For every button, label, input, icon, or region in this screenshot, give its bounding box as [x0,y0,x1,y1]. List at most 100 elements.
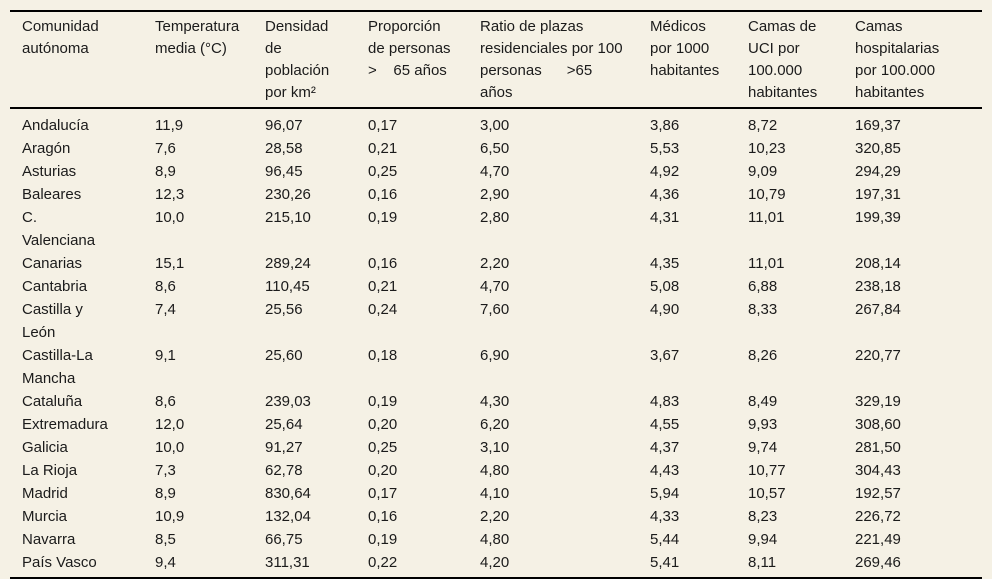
table-row: Castilla-La Mancha 9,1 25,60 0,18 6,90 3,67 8,… [10,344,982,390]
cell-camas-uci: 8,33 [748,301,778,318]
column-header-ratio-plazas-residenciales: Ratio de plazas residenciales por 100 pe… [468,11,638,109]
cell-comunidad-autonoma: Andalucía [22,117,89,134]
cell-camas-uci: 9,94 [748,531,778,548]
cell-proporcion-mayores-65: 0,21 [368,278,398,295]
cell-temperatura-media: 11,9 [155,117,184,134]
cell-medicos-por-1000: 4,90 [650,301,680,318]
cell-medicos-por-1000: 5,94 [650,485,680,502]
cell-camas-uci: 9,93 [748,416,778,433]
cell-densidad-poblacion: 25,60 [265,347,303,364]
cell-temperatura-media: 9,4 [155,554,176,571]
cell-densidad-poblacion: 239,03 [265,393,311,410]
cell-proporcion-mayores-65: 0,19 [368,393,398,410]
cell-camas-uci: 11,01 [748,209,785,226]
cell-camas-hospitalarias: 208,14 [855,255,901,272]
cell-comunidad-autonoma: Navarra [22,531,76,548]
cell-camas-uci: 8,11 [748,554,777,571]
cell-comunidad-autonoma: País Vasco [22,554,97,571]
cell-medicos-por-1000: 4,92 [650,163,680,180]
cell-ratio-plazas-residenciales: 6,20 [480,416,510,433]
cell-ratio-plazas-residenciales: 2,20 [480,508,510,525]
cell-densidad-poblacion: 830,64 [265,485,311,502]
cell-comunidad-autonoma: Cataluña [22,393,83,410]
cell-ratio-plazas-residenciales: 2,90 [480,186,510,203]
cell-densidad-poblacion: 110,45 [265,278,310,295]
table-row: Navarra 8,5 66,75 0,19 4,80 5,44 9,94 221,49 [10,528,982,551]
table-row: Extremadura 12,0 25,64 0,20 6,20 4,55 9,93 308,… [10,413,982,436]
column-header-camas-uci: Camas de UCI por 100.000 habitantes [736,11,843,109]
table-row: Galicia 10,0 91,27 0,25 3,10 4,37 9,74 281,50 [10,436,982,459]
cell-camas-hospitalarias: 192,57 [855,485,901,502]
cell-ratio-plazas-residenciales: 4,70 [480,278,510,295]
column-header-camas-hospitalarias: Camas hospitalarias por 100.000 habitant… [843,11,982,109]
cell-camas-uci: 8,72 [748,117,778,134]
cell-medicos-por-1000: 5,53 [650,140,680,157]
cell-temperatura-media: 8,6 [155,393,176,410]
cell-ratio-plazas-residenciales: 4,30 [480,393,510,410]
cell-temperatura-media: 7,6 [155,140,176,157]
statistics-table: Comunidad autónoma Temperatura media (°C)… [10,10,982,579]
cell-camas-uci: 10,79 [748,186,786,203]
cell-ratio-plazas-residenciales: 7,60 [480,301,510,318]
cell-ratio-plazas-residenciales: 2,20 [480,255,510,272]
table-body: Andalucía 11,9 96,07 0,17 3,00 3,86 8,72 169,37… [10,108,982,578]
cell-comunidad-autonoma: C. Valenciana [22,209,96,249]
cell-camas-uci: 8,26 [748,347,778,364]
cell-proporcion-mayores-65: 0,16 [368,508,398,525]
cell-proporcion-mayores-65: 0,25 [368,163,398,180]
cell-ratio-plazas-residenciales: 4,20 [480,554,510,571]
cell-comunidad-autonoma: Extremadura [22,416,108,433]
cell-camas-hospitalarias: 238,18 [855,278,901,295]
cell-densidad-poblacion: 62,78 [265,462,303,479]
cell-densidad-poblacion: 96,45 [265,163,303,180]
cell-temperatura-media: 12,3 [155,186,185,203]
cell-temperatura-media: 8,9 [155,485,176,502]
cell-comunidad-autonoma: Castilla y León [22,301,83,341]
cell-medicos-por-1000: 5,08 [650,278,680,295]
cell-camas-uci: 6,88 [748,278,778,295]
table-row: Aragón 7,6 28,58 0,21 6,50 5,53 10,23 320,85 [10,137,982,160]
cell-densidad-poblacion: 91,27 [265,439,303,456]
cell-medicos-por-1000: 4,37 [650,439,680,456]
cell-camas-hospitalarias: 169,37 [855,117,901,134]
cell-camas-hospitalarias: 304,43 [855,462,901,479]
cell-camas-hospitalarias: 221,49 [855,531,901,548]
cell-densidad-poblacion: 66,75 [265,531,303,548]
cell-proporcion-mayores-65: 0,20 [368,416,398,433]
cell-comunidad-autonoma: Madrid [22,485,68,502]
table-row: C. Valenciana 10,0 215,10 0,19 2,80 4,31 11,01… [10,206,982,252]
cell-camas-hospitalarias: 320,85 [855,140,901,157]
cell-camas-hospitalarias: 267,84 [855,301,901,318]
cell-camas-uci: 10,77 [748,462,786,479]
cell-temperatura-media: 10,9 [155,508,185,525]
cell-medicos-por-1000: 4,31 [650,209,680,226]
cell-ratio-plazas-residenciales: 4,10 [480,485,510,502]
table-row: La Rioja 7,3 62,78 0,20 4,80 4,43 10,77 304,43 [10,459,982,482]
cell-comunidad-autonoma: Murcia [22,508,68,525]
cell-ratio-plazas-residenciales: 6,90 [480,347,510,364]
cell-proporcion-mayores-65: 0,16 [368,255,398,272]
cell-comunidad-autonoma: Cantabria [22,278,88,295]
table-row: Canarias 15,1 289,24 0,16 2,20 4,35 11,01 208,1… [10,252,982,275]
cell-medicos-por-1000: 5,44 [650,531,680,548]
table-row: País Vasco 9,4 311,31 0,22 4,20 5,41 8,11 269,4… [10,551,982,578]
cell-temperatura-media: 8,6 [155,278,176,295]
cell-medicos-por-1000: 4,43 [650,462,680,479]
cell-densidad-poblacion: 96,07 [265,117,303,134]
cell-densidad-poblacion: 230,26 [265,186,311,203]
cell-proporcion-mayores-65: 0,19 [368,531,398,548]
cell-proporcion-mayores-65: 0,20 [368,462,398,479]
column-header-medicos-por-1000: Médicos por 1000 habitantes [638,11,736,109]
cell-medicos-por-1000: 4,83 [650,393,680,410]
table-row: Andalucía 11,9 96,07 0,17 3,00 3,86 8,72 169,37 [10,108,982,137]
cell-medicos-por-1000: 4,35 [650,255,680,272]
table-row: Asturias 8,9 96,45 0,25 4,70 4,92 9,09 294,29 [10,160,982,183]
cell-proporcion-mayores-65: 0,18 [368,347,398,364]
cell-medicos-por-1000: 3,67 [650,347,680,364]
table-row: Murcia 10,9 132,04 0,16 2,20 4,33 8,23 226,72 [10,505,982,528]
column-header-temperatura-media: Temperatura media (°C) [143,11,253,109]
table-row: Castilla y León 7,4 25,56 0,24 7,60 4,90 8,33 2… [10,298,982,344]
cell-medicos-por-1000: 4,33 [650,508,680,525]
column-header-proporcion-mayores-65: Proporción de personas > 65 años [356,11,468,109]
